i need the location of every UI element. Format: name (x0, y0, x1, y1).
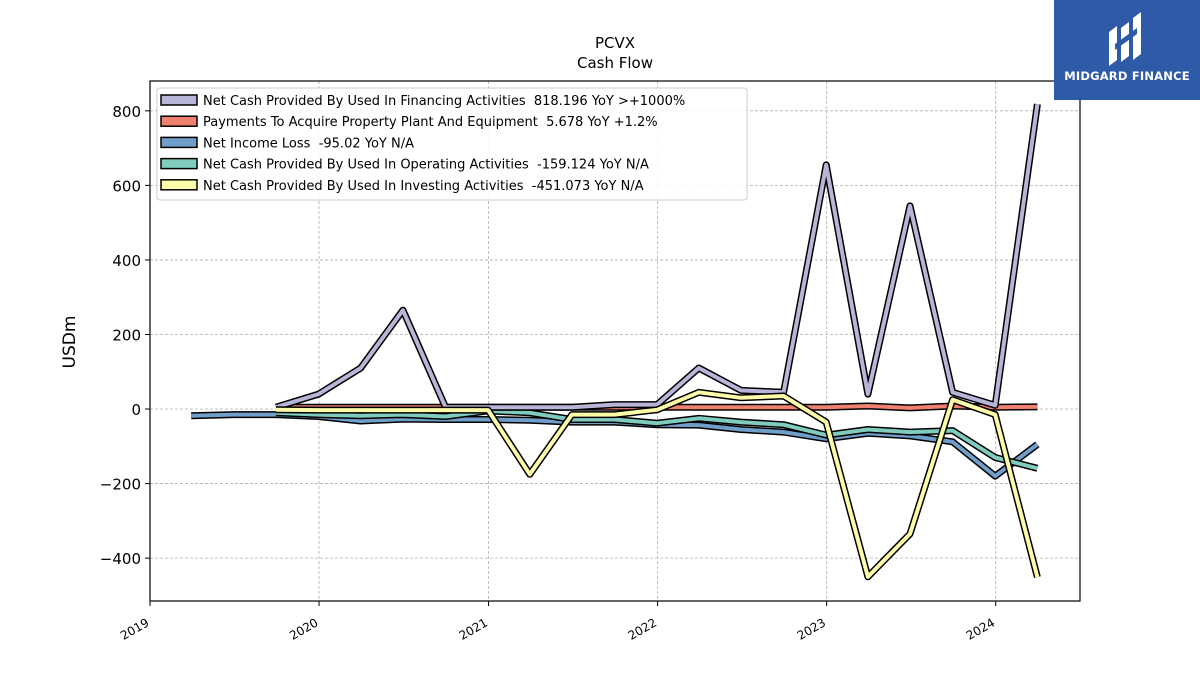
legend-swatch (160, 136, 198, 149)
legend-label: Payments To Acquire Property Plant And E… (203, 115, 658, 130)
chart-title: PCVX (595, 34, 635, 52)
plot-frame (149, 80, 1081, 602)
x-tick-label: 2019 (118, 615, 151, 642)
legend-swatch (160, 179, 198, 191)
legend-swatch (160, 115, 198, 127)
series-stroke (191, 412, 1039, 479)
legend-entry: Net Cash Provided By Used In Operating A… (160, 157, 649, 173)
legend-entry: Net Income Loss -95.02 YoY N/A (160, 136, 414, 151)
series-4-line (274, 103, 1041, 411)
y-tick-label: 0 (131, 401, 141, 419)
y-tick-label: 200 (112, 326, 141, 344)
y-tick-label: −400 (100, 550, 141, 568)
y-tick-label: 600 (112, 177, 141, 195)
y-tick-label: 400 (112, 252, 141, 270)
legend: Net Cash Provided By Used In Financing A… (156, 87, 748, 201)
brand-name: MIDGARD FINANCE (1064, 69, 1190, 83)
legend-label: Net Cash Provided By Used In Financing A… (203, 94, 685, 109)
legend-box (156, 87, 748, 201)
brand-logo: MIDGARD FINANCE (1054, 0, 1200, 100)
x-tick-label: 2023 (795, 615, 828, 642)
legend-label: Net Cash Provided By Used In Operating A… (203, 158, 649, 173)
series-stroke (275, 408, 1038, 471)
series-1-line (191, 411, 1040, 480)
y-tick-label: −200 (100, 476, 141, 494)
legend-swatch (160, 157, 198, 170)
legend-label: Net Cash Provided By Used In Investing A… (203, 179, 644, 194)
y-tick-label: 800 (112, 103, 141, 121)
midgard-logo-icon (1109, 12, 1141, 66)
series-stroke (275, 390, 1040, 579)
series-5-line (275, 388, 1041, 581)
x-tick-label: 2020 (287, 615, 320, 642)
legend-entry: Net Cash Provided By Used In Financing A… (160, 94, 685, 109)
series-layer (191, 103, 1041, 581)
legend-entry: Payments To Acquire Property Plant And E… (160, 115, 658, 130)
x-tick-label: 2021 (457, 615, 490, 642)
series-2-line (275, 407, 1039, 472)
legend-label: Net Income Loss -95.02 YoY N/A (203, 136, 414, 151)
legend-entry: Net Cash Provided By Used In Investing A… (160, 179, 644, 194)
series-stroke (275, 103, 1040, 410)
x-tick-label: 2024 (964, 615, 997, 642)
y-axis-label: USDm (60, 316, 80, 369)
legend-swatch (160, 94, 198, 106)
x-tick-label: 2022 (626, 615, 659, 642)
chart-subtitle: Cash Flow (577, 54, 653, 72)
